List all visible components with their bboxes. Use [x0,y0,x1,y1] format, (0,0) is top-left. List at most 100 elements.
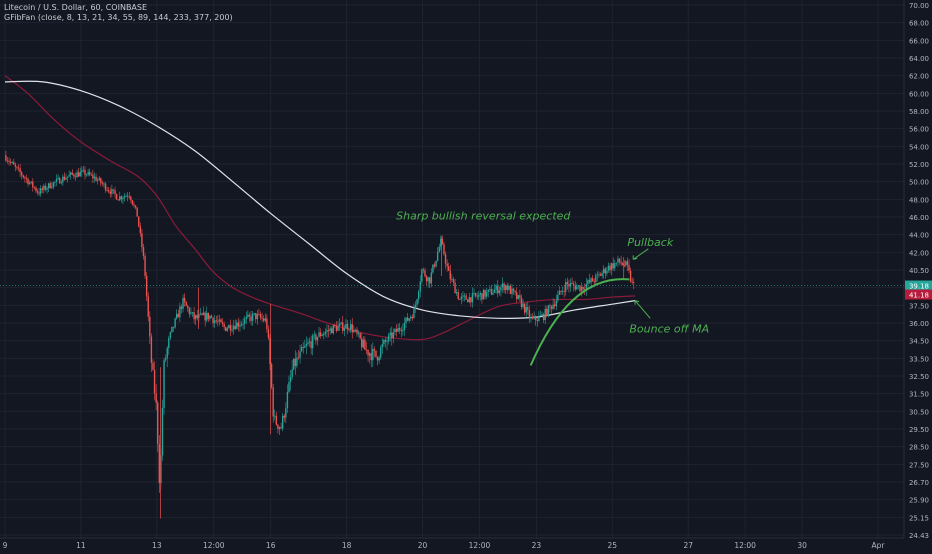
y-tick-label[interactable]: 24.43 [909,532,929,540]
x-tick-label[interactable]: 27 [683,541,693,550]
y-tick-label[interactable]: 52.00 [909,161,929,169]
candle-body [391,332,393,339]
candle-body [620,261,622,264]
y-tick-label[interactable]: 36.00 [909,320,929,328]
y-tick-label[interactable]: 56.00 [909,126,929,134]
candle-body [585,284,588,290]
candle-body [346,323,349,330]
candle-body [612,263,614,269]
y-tick-label[interactable]: 25.90 [909,497,929,505]
indicator-title[interactable]: GFibFan (close, 8, 13, 21, 34, 55, 89, 1… [4,13,233,22]
y-tick-label[interactable]: 30.50 [909,408,929,416]
y-tick-label[interactable]: 42.00 [909,249,929,257]
y-tick-label[interactable]: 32.50 [909,373,929,381]
candle-body [435,260,437,267]
y-tick-label[interactable]: 40.50 [909,267,929,275]
candle-body [144,255,146,276]
x-tick-label[interactable]: 16 [266,541,276,550]
y-tick-label[interactable]: 50.00 [909,179,929,187]
x-tick-label[interactable]: 9 [3,541,8,550]
y-tick-label[interactable]: 33.50 [909,355,929,363]
x-tick-label[interactable]: 12:00 [469,541,491,550]
candle-body [593,281,595,283]
candle-body [422,269,425,271]
candle-body [281,415,284,429]
candle-body [343,328,346,331]
candle-body [296,357,298,366]
x-tick-label[interactable]: 12:00 [203,541,225,550]
candle-body [212,317,214,324]
candle-body [625,261,627,266]
x-tick-label[interactable]: 11 [76,541,86,550]
pullback-note[interactable]: Pullback [627,236,673,249]
candle-body [13,162,15,165]
candle-body [410,316,412,319]
candle-body [324,331,327,334]
annotations[interactable]: Sharp bullish reversal expected Pullback B… [396,210,709,366]
candle-body [106,190,108,191]
candle-body [82,169,85,171]
candle-body [258,314,260,315]
y-tick-label[interactable]: 70.00 [909,2,929,10]
x-tick-label[interactable]: 30 [797,541,807,550]
y-tick-label[interactable]: 68.00 [909,20,929,28]
y-tick-label[interactable]: 48.00 [909,196,929,204]
y-tick-label[interactable]: 66.00 [909,37,929,45]
x-tick-label[interactable]: 20 [418,541,428,550]
y-tick-label[interactable]: 34.50 [909,338,929,346]
candle-body [332,325,334,334]
candle-body [264,318,266,321]
candle-body [470,297,472,303]
ma-fast-price-label: 41.18 [909,292,929,300]
y-tick-label[interactable]: 31.50 [909,391,929,399]
candle-body [250,316,252,321]
candle-body [155,393,157,403]
y-tick-label[interactable]: 60.00 [909,90,929,98]
candle-body [489,288,491,290]
x-tick-label[interactable]: 13 [152,541,162,550]
y-tick-label[interactable]: 29.50 [909,426,929,434]
y-tick-label[interactable]: 28.50 [909,444,929,452]
y-tick-label[interactable]: 26.70 [909,479,929,487]
candle-body [335,326,338,331]
y-tick-label[interactable]: 64.00 [909,55,929,63]
candle-body [560,290,562,292]
bounce-note[interactable]: Bounce off MA [629,322,709,335]
candle-body [39,188,42,194]
y-tick-label[interactable]: 46.00 [909,214,929,222]
candle-body [329,328,331,331]
y-tick-label[interactable]: 27.50 [909,461,929,469]
y-tick-label[interactable]: 25.15 [909,514,929,522]
candle-body [100,178,102,184]
x-tick-label[interactable]: 12:00 [734,541,756,550]
chart-legend[interactable]: Litecoin / U.S. Dollar, 60, COINBASE GFi… [4,3,233,23]
candle-body [599,274,602,276]
candle-body [576,286,578,290]
symbol-title[interactable]: Litecoin / U.S. Dollar, 60, COINBASE [4,3,148,12]
candle-body [490,288,493,295]
candle-body [253,313,255,314]
x-tick-label[interactable]: 23 [532,541,542,550]
y-tick-label[interactable]: 58.00 [909,108,929,116]
y-tick-label[interactable]: 54.00 [909,143,929,151]
candle-body [327,330,330,331]
y-tick-label[interactable]: 44.00 [909,232,929,240]
candle-body [49,183,51,189]
last-price-label: 39.18 [909,283,929,291]
candle-body [542,314,545,321]
x-tick-label[interactable]: 18 [342,541,352,550]
y-tick-label[interactable]: 62.00 [909,73,929,81]
candle-body [139,226,142,234]
time-axis[interactable]: 9 11 13 12:00 16 18 20 12:00 23 25 27 12:00 30 Apr [3,541,886,550]
candle-body [330,328,333,334]
y-tick-label[interactable]: 37.50 [909,302,929,310]
candle-body [519,295,521,298]
price-axis[interactable]: 70.00 68.00 66.00 64.00 62.00 60.00 58.00 56.00… [909,2,929,540]
x-tick-label[interactable]: Apr [872,541,886,550]
candle-body [563,290,565,292]
reversal-note[interactable]: Sharp bullish reversal expected [396,210,571,223]
candle-body [596,274,599,276]
x-tick-label[interactable]: 25 [608,541,618,550]
